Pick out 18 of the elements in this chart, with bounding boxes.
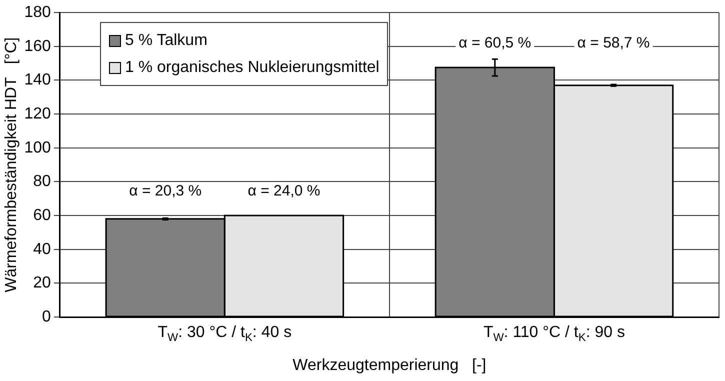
y-tick-label: 40 [33, 240, 51, 258]
y-tick-label: 20 [33, 274, 51, 292]
y-axis-title: Wärmeformbeständigkeit HDT [°C] [3, 37, 20, 292]
y-tick-label: 100 [24, 139, 51, 156]
annotation: α = 24,0 % [248, 182, 320, 200]
y-tick-label: 0 [42, 308, 51, 326]
legend-label: 5 % Talkum [125, 32, 208, 50]
y-tick-label: 180 [24, 4, 51, 22]
annotation: α = 60,5 % [458, 34, 532, 52]
y-tick-label: 140 [24, 72, 51, 89]
y-tick-label: 120 [24, 105, 51, 122]
y-tick-label: 160 [24, 38, 51, 55]
y-tick-label: 60 [33, 206, 51, 224]
annotation: α = 20,3 % [129, 182, 202, 200]
x-axis-title: Werkzeugtemperierung [-] [292, 356, 486, 374]
y-tick-label: 80 [33, 173, 51, 190]
legend-label: 1 % organisches Nukleierungsmittel [125, 58, 380, 76]
annotation: α = 58,7 % [577, 34, 650, 52]
